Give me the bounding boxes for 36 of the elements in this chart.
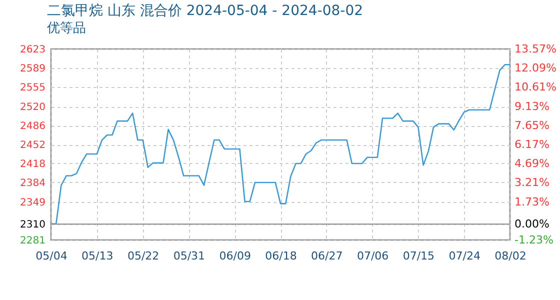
y-tick-label: 2555 (20, 82, 46, 94)
y-tick-label: 2589 (20, 63, 46, 74)
y2-tick-label: 7.65% (514, 118, 550, 132)
x-tick-label: 06/18 (265, 250, 297, 262)
y-tick-label: 2486 (20, 121, 46, 132)
y2-tick-label: 13.57% (514, 42, 556, 56)
y2-tick-label: -1.23% (514, 234, 554, 246)
x-tick-label: 08/02 (494, 250, 526, 262)
y-tick-label: 2452 (20, 140, 46, 151)
line-series (50, 64, 511, 224)
y2-tick-label: 1.73% (514, 195, 550, 208)
y2-tick-label: 6.17% (514, 138, 550, 151)
y-tick-label: 2310 (20, 219, 46, 230)
x-tick-label: 05/13 (82, 250, 114, 262)
chart-subtitle: 优等品 (47, 21, 86, 36)
y2-tick-label: 12.09% (514, 62, 556, 75)
y-tick-label: 2418 (20, 158, 46, 170)
y2-tick-label: 4.69% (514, 157, 550, 170)
y2-tick-label: 3.21% (514, 176, 550, 190)
x-tick-label: 07/24 (448, 250, 480, 262)
y2-tick-label: 0.00% (514, 218, 550, 231)
y-tick-label: 2349 (20, 198, 46, 209)
x-tick-label: 06/09 (219, 250, 251, 262)
x-tick-label: 07/06 (356, 250, 389, 262)
x-tick-label: 05/04 (36, 250, 68, 262)
y-tick-label: 2623 (20, 44, 46, 56)
y2-tick-label: 9.13% (514, 100, 550, 113)
y-tick-label: 2520 (20, 102, 46, 114)
y2-tick-label: 10.61% (514, 80, 556, 94)
y-tick-label: 2384 (20, 178, 46, 189)
x-tick-label: 05/31 (173, 250, 206, 262)
y-tick-label: 2281 (20, 236, 46, 246)
x-tick-label: 05/22 (127, 250, 160, 262)
x-tick-label: 07/15 (402, 250, 435, 262)
x-tick-label: 06/27 (311, 250, 343, 262)
chart-title: 二氯甲烷 山东 混合价 2024-05-04 - 2024-08-02 (47, 3, 364, 19)
